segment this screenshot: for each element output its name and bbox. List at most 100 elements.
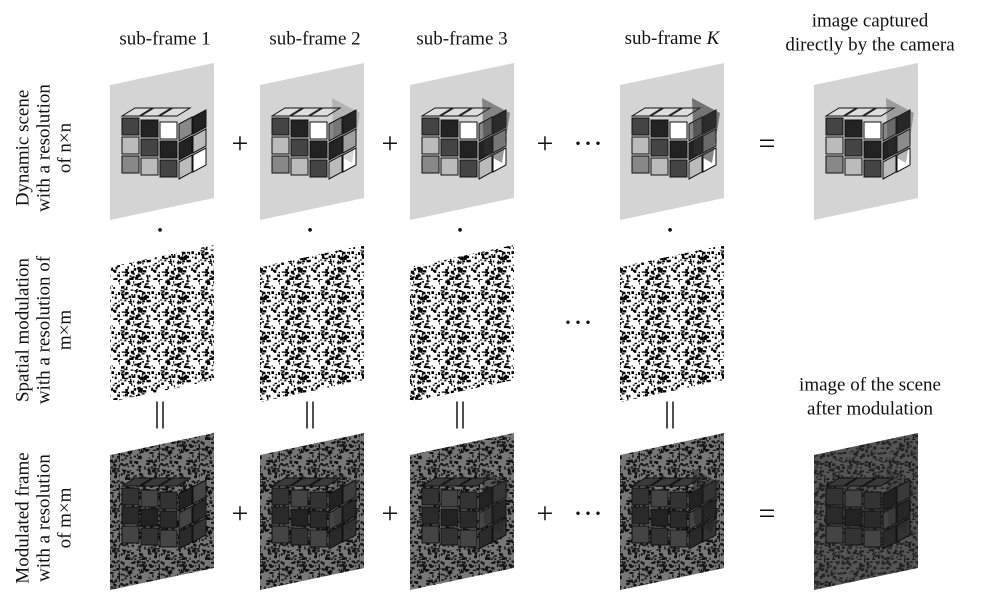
cube-facet [291, 158, 308, 175]
cube-facet [291, 528, 308, 545]
cube-facet [160, 492, 177, 509]
image-panel [620, 245, 724, 402]
row-label: with a resolution [33, 84, 54, 212]
image-panel [260, 245, 364, 402]
cube-facet [826, 526, 843, 543]
cube-facet [422, 156, 439, 173]
cube-facet [122, 488, 139, 505]
cube-facet [422, 526, 439, 543]
cube-facet [272, 488, 289, 505]
cube-facet [632, 118, 649, 135]
cube-facet [670, 122, 687, 139]
cube-facet [670, 511, 687, 528]
cube-facet [632, 137, 649, 154]
cube-facet [310, 492, 327, 509]
ellipsis: ··· [563, 306, 593, 339]
cube-facet [670, 141, 687, 158]
cube-facet [845, 158, 862, 175]
cube-facet [291, 120, 308, 137]
cube-facet [422, 488, 439, 505]
cube-facet [441, 139, 458, 156]
row-label: Modulated frame [12, 452, 33, 583]
plus-sign: + [537, 127, 554, 160]
result-label: image captured [812, 10, 929, 31]
cube-facet [845, 528, 862, 545]
image-panel [410, 245, 514, 402]
cube-facet [670, 530, 687, 547]
cube-facet [845, 139, 862, 156]
cube-facet [122, 118, 139, 135]
cube-facet [826, 156, 843, 173]
cube-facet [632, 507, 649, 524]
parallel-sign: || [154, 396, 166, 429]
cube-facet [122, 137, 139, 154]
cube-facet [291, 139, 308, 156]
cube-facet [272, 507, 289, 524]
cube-facet [310, 141, 327, 158]
plus-sign: + [232, 127, 249, 160]
cube-facet [291, 490, 308, 507]
cube-facet [141, 509, 158, 526]
image-panel [110, 245, 214, 402]
cube-facet [460, 122, 477, 139]
cube-facet [291, 509, 308, 526]
cube-facet [160, 141, 177, 158]
cube-facet [310, 122, 327, 139]
cube-facet [272, 118, 289, 135]
cube-facet [141, 158, 158, 175]
cube-facet [651, 139, 668, 156]
cube-facet [651, 158, 668, 175]
cube-facet [441, 528, 458, 545]
parallel-sign: || [454, 396, 466, 429]
header-variable: K [706, 28, 721, 49]
parallel-sign: || [304, 396, 316, 429]
cube-facet [845, 509, 862, 526]
cube-facet [160, 511, 177, 528]
cube-facet [651, 509, 668, 526]
cube-facet [122, 507, 139, 524]
cube-facet [460, 492, 477, 509]
cube-facet [141, 490, 158, 507]
plus-sign: + [382, 497, 399, 530]
cube-facet [310, 160, 327, 177]
cube-facet [632, 526, 649, 543]
header-text: sub-frame [625, 28, 702, 49]
cube-facet [441, 158, 458, 175]
equals-sign: = [759, 127, 776, 160]
cube-facet [122, 156, 139, 173]
row-label: with a resolution of [33, 255, 54, 404]
cube-facet [864, 530, 881, 547]
cube-facet [422, 137, 439, 154]
cube-facet [460, 530, 477, 547]
cube-facet [441, 120, 458, 137]
cube-facet [441, 490, 458, 507]
cube-facet [422, 118, 439, 135]
cube-facet [160, 160, 177, 177]
cube-facet [122, 526, 139, 543]
cube-facet [141, 120, 158, 137]
cube-facet [310, 511, 327, 528]
cube-facet [845, 490, 862, 507]
equals-sign: = [759, 497, 776, 530]
cube-facet [160, 530, 177, 547]
dot-operator: • [157, 223, 163, 240]
cube-facet [141, 139, 158, 156]
cube-facet [670, 160, 687, 177]
column-header: sub-frame 2 [269, 28, 360, 49]
cube-facet [272, 156, 289, 173]
ellipsis: ··· [573, 127, 603, 160]
cube-facet [460, 141, 477, 158]
dot-operator: • [307, 223, 313, 240]
cube-facet [272, 526, 289, 543]
cube-facet [845, 120, 862, 137]
dot-operator: • [667, 223, 673, 240]
row-label: m×m [54, 310, 75, 350]
plus-sign: + [537, 497, 554, 530]
cube-facet [651, 528, 668, 545]
cube-facet [651, 490, 668, 507]
column-header: sub-frame 1 [119, 28, 210, 49]
dot-operator: • [457, 223, 463, 240]
cube-facet [310, 530, 327, 547]
cube-facet [632, 488, 649, 505]
cube-facet [651, 120, 668, 137]
